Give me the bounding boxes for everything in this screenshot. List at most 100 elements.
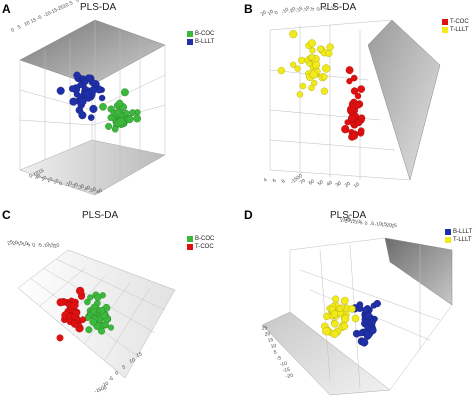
data-point (348, 305, 356, 313)
tick-label: 0 (75, 0, 80, 4)
data-point (77, 81, 84, 89)
tick-label: 15 (136, 351, 143, 359)
legend-item: B-LLLT (187, 38, 214, 46)
data-point (78, 97, 87, 106)
data-point (78, 111, 87, 120)
tick-label: 10 (270, 343, 277, 350)
tick-label: 10 (267, 9, 275, 17)
tick-label: 15 (349, 218, 356, 225)
legend-swatch (187, 39, 193, 45)
panel-b-letter: B (244, 2, 253, 16)
tick-label: -25 (389, 223, 397, 230)
tick-label: 5 (273, 350, 277, 356)
tick-label: 5 (17, 24, 22, 31)
data-point (105, 122, 113, 130)
tick-label: -5 (369, 221, 375, 228)
data-point (125, 115, 134, 124)
data-point (307, 39, 316, 48)
tick-label: 0 (10, 27, 15, 34)
tick-label: 50 (317, 179, 325, 187)
tick-label: 0 (115, 370, 120, 377)
data-point (289, 29, 298, 39)
tick-label: 10 (22, 240, 29, 248)
legend-swatch (187, 31, 193, 37)
legend-item: T-LLLT (442, 26, 469, 34)
panel-d-legend: B-LLLT T-LLLT (445, 228, 472, 244)
legend-label: T-LLLT (453, 237, 472, 243)
data-point (114, 109, 122, 116)
data-point (89, 86, 98, 95)
tick-label: 5 (27, 242, 32, 249)
tick-label: -50 (88, 186, 97, 195)
tick-label: -10 (101, 381, 110, 389)
tick-label: -10 (302, 5, 312, 14)
data-point (71, 313, 78, 320)
panel-b-side-plane (367, 19, 441, 181)
tick-label: -30 (76, 183, 85, 192)
data-point (73, 71, 81, 80)
legend-item: T-COC (442, 18, 469, 26)
data-point (340, 322, 349, 331)
panel-d-title: PLS-DA (330, 210, 367, 221)
data-point (346, 78, 353, 85)
data-point (356, 301, 364, 308)
tick-label: 10 (23, 20, 31, 28)
data-point (107, 324, 115, 331)
tick-label: 10 (129, 357, 136, 365)
data-point (99, 102, 107, 111)
tick-label: 0 (364, 221, 368, 227)
panel-d-letter: D (244, 208, 253, 222)
legend-swatch (445, 237, 451, 243)
tick-label: -20 (384, 222, 392, 229)
data-point (351, 314, 360, 323)
tick-label: 25 (7, 239, 14, 247)
legend-swatch (187, 236, 193, 242)
tick-label: 20 (12, 240, 19, 248)
data-point (306, 60, 313, 67)
tick-label: 10 (354, 219, 361, 226)
tick-label: 25 (261, 325, 268, 332)
tick-label: 1025 (339, 216, 351, 224)
tick-label: -40 (82, 185, 91, 194)
tick-label: 15 (267, 337, 274, 344)
data-point (358, 114, 366, 122)
data-point (277, 66, 286, 75)
data-point (322, 64, 331, 73)
legend-label: B-LLLT (453, 229, 473, 235)
tick-label: -10 (374, 221, 382, 228)
tick-label: 10 (52, 178, 60, 186)
data-point (85, 326, 93, 334)
data-point (350, 87, 359, 95)
data-point (299, 82, 307, 90)
tick-label: 8 (281, 178, 287, 185)
tick-label: -10 (279, 361, 287, 368)
data-point (98, 306, 106, 314)
panel-b-legend: T-COC T-LLLT (442, 18, 469, 34)
tick-label: 40 (34, 173, 42, 181)
data-point (325, 49, 333, 58)
legend-label: T-LLLT (450, 27, 469, 33)
panel-a-axes-box (19, 19, 166, 196)
tick-label: 15 (17, 240, 24, 248)
data-point (309, 70, 318, 79)
tick-label: -5 (276, 355, 282, 362)
panel-c-legend: B-COC T-COC (187, 235, 214, 251)
panel-c-letter: C (2, 208, 11, 222)
tick-label: -15 (47, 242, 56, 250)
legend-swatch (187, 244, 193, 250)
data-point (354, 92, 362, 100)
tick-label: -60 (94, 188, 103, 197)
legend-label: B-COC (195, 31, 215, 37)
tick-label: 0 (274, 10, 280, 17)
legend-label: T-COC (195, 244, 214, 250)
data-point (298, 56, 306, 64)
tick-label: 0 (316, 6, 322, 13)
tick-label: 20 (344, 181, 352, 189)
data-point (81, 78, 89, 86)
panel-a-title: PLS-DA (80, 2, 117, 13)
data-point (87, 294, 94, 301)
tick-label: 15 (30, 17, 38, 25)
data-point (83, 90, 92, 99)
data-point (323, 312, 331, 321)
